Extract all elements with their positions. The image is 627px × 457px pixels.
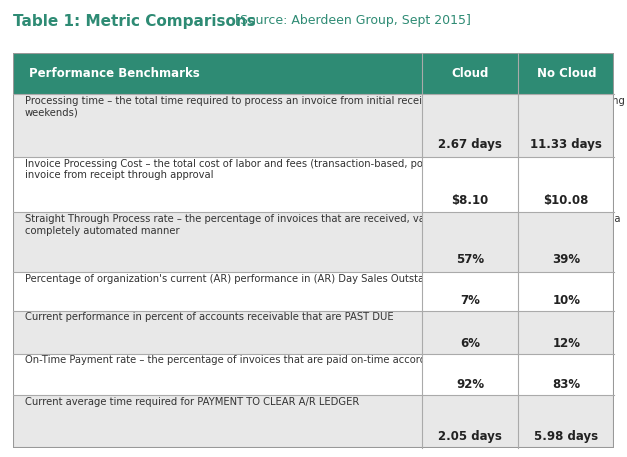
Text: [Source: Aberdeen Group, Sept 2015]: [Source: Aberdeen Group, Sept 2015] xyxy=(231,14,471,27)
Text: 6%: 6% xyxy=(460,337,480,350)
Text: Performance Benchmarks: Performance Benchmarks xyxy=(29,67,199,80)
Text: $8.10: $8.10 xyxy=(451,194,488,207)
Text: Straight Through Process rate – the percentage of invoices that are received, va: Straight Through Process rate – the perc… xyxy=(25,214,620,236)
Text: Invoice Processing Cost – the total cost of labor and fees (transaction-based, p: Invoice Processing Cost – the total cost… xyxy=(25,159,596,181)
Text: 2.05 days: 2.05 days xyxy=(438,430,502,443)
Text: 57%: 57% xyxy=(456,254,484,266)
Text: 10%: 10% xyxy=(552,294,581,307)
Text: Percentage of organization's current (AR) performance in (AR) Day Sales Outstand: Percentage of organization's current (AR… xyxy=(25,274,452,284)
Text: 5.98 days: 5.98 days xyxy=(534,430,598,443)
Text: 39%: 39% xyxy=(552,254,581,266)
Text: 92%: 92% xyxy=(456,378,484,391)
Text: 12%: 12% xyxy=(552,337,581,350)
Text: 11.33 days: 11.33 days xyxy=(530,138,603,151)
Text: Current performance in percent of accounts receivable that are PAST DUE: Current performance in percent of accoun… xyxy=(25,312,394,322)
Text: On-Time Payment rate – the percentage of invoices that are paid on-time accordin: On-Time Payment rate – the percentage of… xyxy=(25,355,561,365)
Text: 7%: 7% xyxy=(460,294,480,307)
Text: Table 1: Metric Comparisons: Table 1: Metric Comparisons xyxy=(13,14,255,29)
Text: No Cloud: No Cloud xyxy=(537,67,596,80)
Text: 2.67 days: 2.67 days xyxy=(438,138,502,151)
Text: Processing time – the total time required to process an invoice from initial rec: Processing time – the total time require… xyxy=(25,96,624,117)
Text: Current average time required for PAYMENT TO CLEAR A/R LEDGER: Current average time required for PAYMEN… xyxy=(25,397,359,407)
Text: Cloud: Cloud xyxy=(451,67,488,80)
Text: 83%: 83% xyxy=(552,378,581,391)
Text: $10.08: $10.08 xyxy=(544,194,589,207)
